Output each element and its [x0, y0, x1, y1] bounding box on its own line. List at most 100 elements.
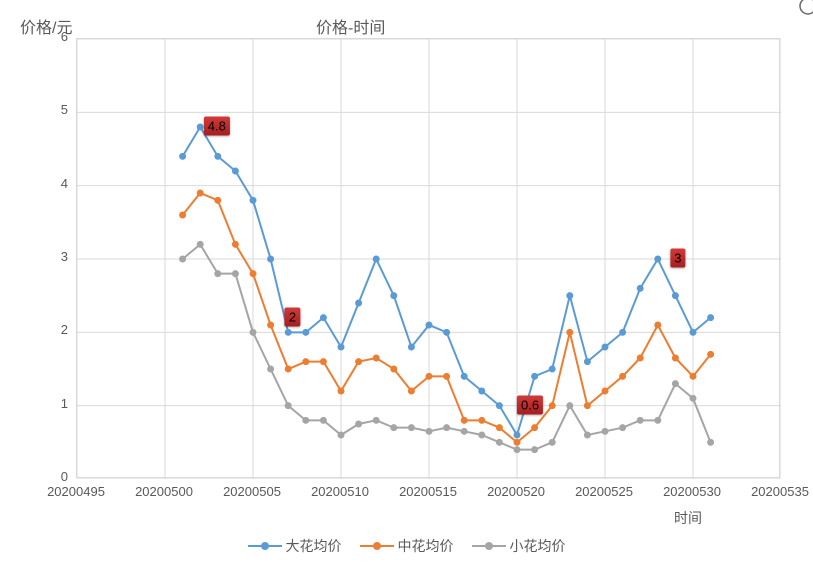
x-tick-label: 20200495	[47, 484, 105, 499]
series-marker	[197, 124, 204, 131]
series-marker	[426, 373, 433, 380]
legend-label: 大花均价	[286, 536, 342, 556]
series-marker	[408, 344, 415, 351]
series-marker	[250, 329, 257, 336]
data-callout: 2	[285, 307, 300, 326]
series-marker	[619, 329, 626, 336]
series-marker	[355, 300, 362, 307]
series-marker	[373, 256, 380, 263]
series-marker	[672, 355, 679, 362]
series-marker	[496, 439, 503, 446]
x-tick-label: 20200525	[575, 484, 633, 499]
series-marker	[566, 329, 573, 336]
series-marker	[426, 322, 433, 329]
series-marker	[690, 395, 697, 402]
series-marker	[531, 424, 538, 431]
series-marker	[302, 417, 309, 424]
series-marker	[461, 417, 468, 424]
series-marker	[496, 402, 503, 409]
series-marker	[302, 329, 309, 336]
series-marker	[584, 358, 591, 365]
y-tick-label: 1	[61, 396, 68, 411]
series-marker	[355, 358, 362, 365]
series-marker	[443, 424, 450, 431]
series-marker	[285, 329, 292, 336]
series-marker	[443, 373, 450, 380]
series-marker	[690, 373, 697, 380]
series-marker	[267, 256, 274, 263]
y-tick-label: 0	[61, 469, 68, 484]
data-callout: 3	[670, 249, 685, 268]
series-marker	[514, 432, 521, 439]
series-marker	[214, 197, 221, 204]
series-marker	[584, 432, 591, 439]
series-marker	[707, 314, 714, 321]
y-tick-label: 6	[61, 29, 68, 44]
legend-label: 小花均价	[510, 536, 566, 556]
series-marker	[197, 241, 204, 248]
series-marker	[549, 402, 556, 409]
series-marker	[654, 256, 661, 263]
series-marker	[478, 432, 485, 439]
corner-marker	[798, 0, 813, 16]
legend-swatch	[472, 545, 506, 547]
series-marker	[267, 322, 274, 329]
series-marker	[232, 270, 239, 277]
x-tick-label: 20200535	[751, 484, 809, 499]
legend-label: 中花均价	[398, 536, 454, 556]
series-marker	[232, 241, 239, 248]
series-marker	[619, 373, 626, 380]
series-marker	[637, 285, 644, 292]
y-tick-label: 4	[61, 176, 68, 191]
series-line	[183, 127, 711, 435]
series-marker	[549, 439, 556, 446]
x-tick-label: 20200505	[223, 484, 281, 499]
series-marker	[602, 428, 609, 435]
series-marker	[707, 439, 714, 446]
series-marker	[654, 322, 661, 329]
series-marker	[267, 366, 274, 373]
legend-item: 大花均价	[248, 536, 342, 556]
legend-dot	[261, 542, 269, 550]
series-marker	[320, 314, 327, 321]
series-marker	[602, 388, 609, 395]
series-marker	[232, 168, 239, 175]
series-marker	[390, 424, 397, 431]
series-marker	[637, 417, 644, 424]
legend-dot	[373, 542, 381, 550]
legend-item: 小花均价	[472, 536, 566, 556]
series-marker	[338, 432, 345, 439]
series-marker	[373, 417, 380, 424]
series-marker	[461, 373, 468, 380]
series-marker	[496, 424, 503, 431]
series-marker	[338, 388, 345, 395]
series-marker	[373, 355, 380, 362]
series-marker	[690, 329, 697, 336]
series-marker	[461, 428, 468, 435]
series-marker	[602, 344, 609, 351]
series-marker	[566, 402, 573, 409]
series-marker	[672, 292, 679, 299]
chart-container: 价格/元 价格-时间 0123456 202004952020050020200…	[0, 0, 813, 573]
y-tick-label: 3	[61, 249, 68, 264]
series-marker	[426, 428, 433, 435]
legend: 大花均价 中花均价 小花均价	[0, 536, 813, 556]
series-marker	[637, 355, 644, 362]
legend-dot	[485, 542, 493, 550]
series-marker	[285, 402, 292, 409]
series-marker	[478, 417, 485, 424]
y-tick-label: 5	[61, 102, 68, 117]
series-marker	[250, 197, 257, 204]
series-marker	[654, 417, 661, 424]
x-tick-label: 20200520	[487, 484, 545, 499]
series-marker	[619, 424, 626, 431]
series-marker	[514, 439, 521, 446]
data-callout: 0.6	[517, 395, 543, 414]
series-marker	[390, 292, 397, 299]
x-axis-title: 时间	[674, 508, 702, 528]
series-marker	[302, 358, 309, 365]
series-line	[183, 244, 711, 449]
x-tick-label: 20200510	[311, 484, 369, 499]
series-group	[179, 124, 714, 454]
series-marker	[531, 446, 538, 453]
